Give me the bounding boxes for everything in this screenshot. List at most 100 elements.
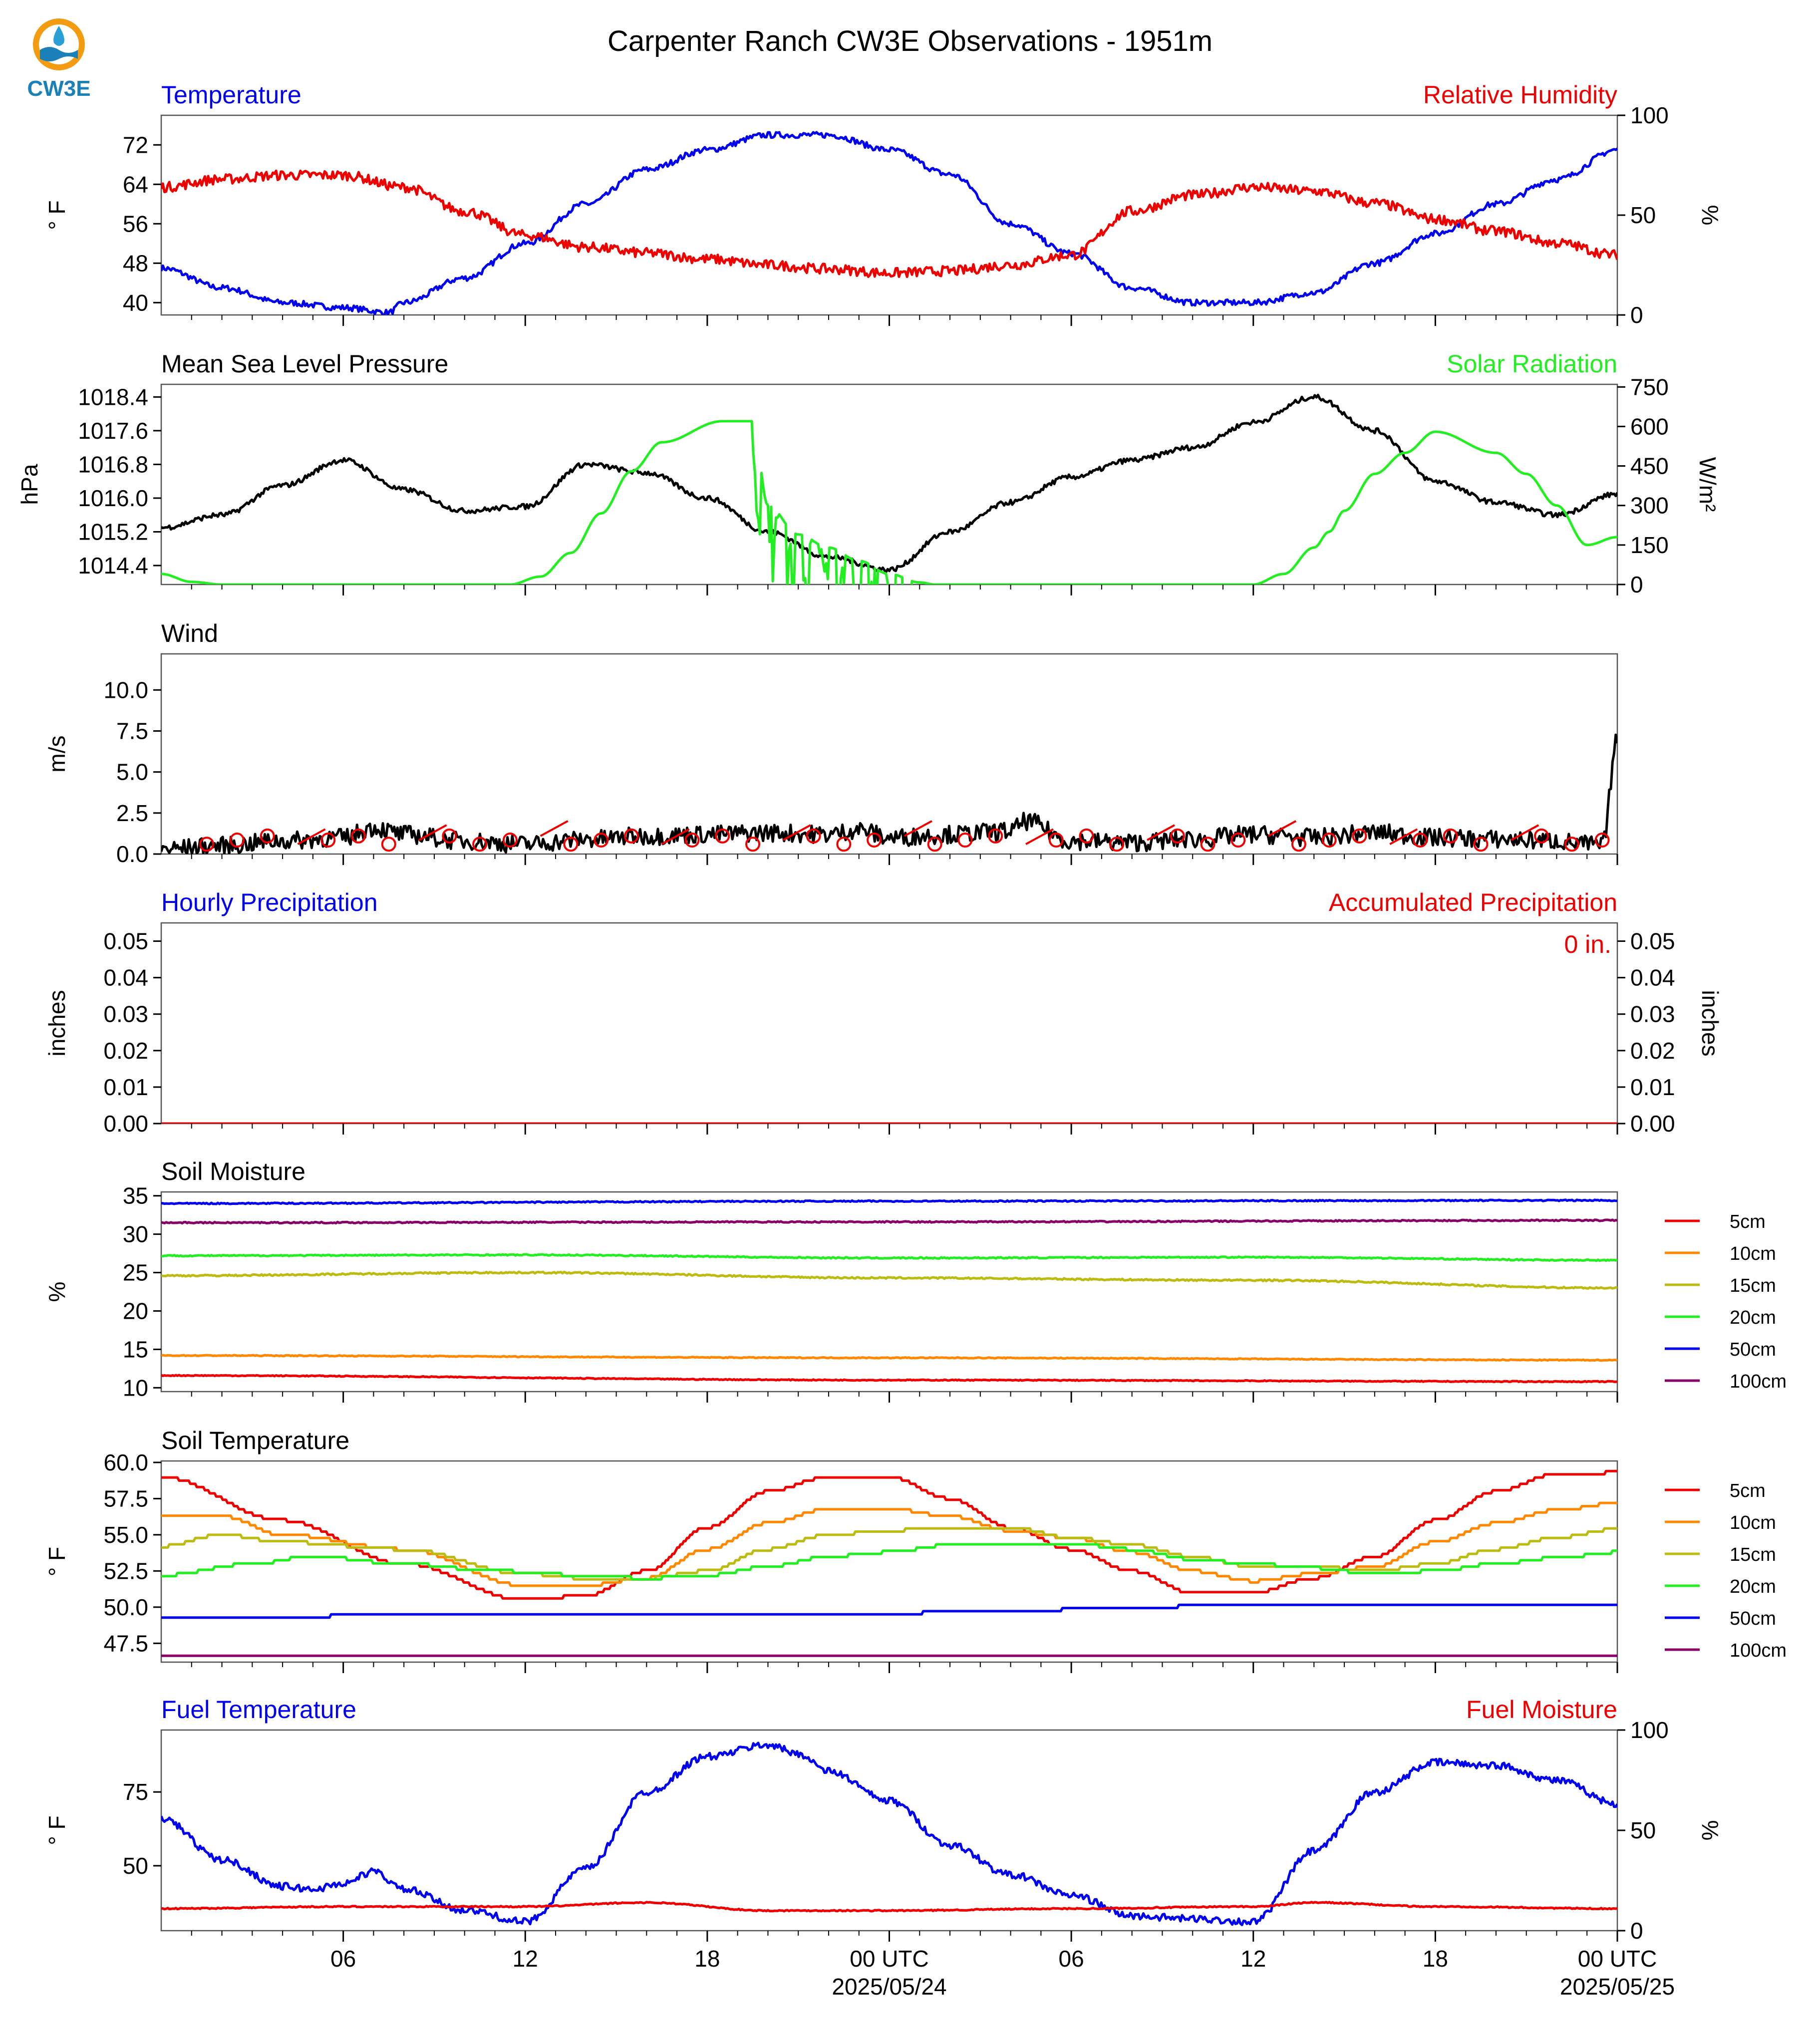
legend-label: 100cm <box>1730 1640 1787 1661</box>
series-line-1 <box>161 1901 1617 1913</box>
x-tick-label: 06 <box>330 1946 356 1972</box>
y-axis-label: inches <box>44 990 70 1057</box>
series-line-0 <box>161 733 1617 854</box>
wind-calm-circle <box>1473 837 1489 852</box>
wind-calm-circle <box>1079 828 1094 844</box>
wind-calm-circle <box>745 837 761 852</box>
legend-label: 20cm <box>1730 1307 1776 1328</box>
series-line-0 <box>161 393 1617 574</box>
legend-label: 20cm <box>1730 1576 1776 1597</box>
wind-barb <box>1511 824 1539 841</box>
wind-calm-circle <box>806 828 821 844</box>
panel-soil-moisture: Soil Moisture 10 15 20 25 30 35% 5cm 10cm 15cm 20c… <box>44 1158 1787 1403</box>
y-tick-label: 64 <box>123 171 148 197</box>
y-tick-label: 48 <box>123 250 148 276</box>
panel-mean-sea-level-pressure: Mean Sea Level Pressure Solar Radiation 10… <box>16 350 1721 597</box>
series-line-0 <box>161 131 1617 315</box>
legend-label: 50cm <box>1730 1608 1776 1629</box>
panel-title-right: Accumulated Precipitation <box>1329 888 1617 916</box>
y-right-axis-label: W/m² <box>1695 457 1721 512</box>
y-right-tick-label: 0 <box>1630 302 1643 328</box>
x-tick-label: 00 UTC <box>850 1946 928 1972</box>
y-tick-label: 15 <box>123 1336 148 1362</box>
y-tick-label: 30 <box>123 1221 148 1247</box>
series-line-10cm <box>161 1354 1617 1362</box>
series-group <box>161 1198 1617 1384</box>
legend-label: 10cm <box>1730 1512 1776 1533</box>
y-tick-label: 1014.4 <box>78 553 148 579</box>
wind-calm-circle <box>320 833 336 848</box>
y-tick-label: 50.0 <box>103 1594 148 1620</box>
y-tick-label: 1017.6 <box>78 418 148 444</box>
logo-waves <box>40 47 78 61</box>
y-tick-label: 10.0 <box>103 677 148 703</box>
y-right-tick-label: 0.01 <box>1630 1074 1675 1100</box>
precip-annotation: 0 in. <box>1564 930 1611 958</box>
y-right-tick-label: 50 <box>1630 202 1656 228</box>
y-tick-label: 0.04 <box>103 965 148 991</box>
y-tick-label: 1015.2 <box>78 519 148 545</box>
legend-label: 5cm <box>1730 1211 1766 1232</box>
series-line-20cm <box>161 1543 1617 1581</box>
legend: 5cm 10cm 15cm 20cm 50cm 100cm <box>1665 1480 1787 1661</box>
y-right-tick-label: 600 <box>1630 413 1669 439</box>
x-tick-date-label: 2025/05/25 <box>1560 1974 1675 2000</box>
y-tick-label: 7.5 <box>116 718 148 744</box>
y-tick-label: 40 <box>123 290 148 315</box>
wind-barb <box>661 828 690 846</box>
y-tick-label: 57.5 <box>103 1485 148 1511</box>
wind-calm-circle <box>1170 828 1185 844</box>
y-tick-label: 56 <box>123 211 148 237</box>
y-tick-label: 35 <box>123 1183 148 1209</box>
y-tick-label: 1016.0 <box>78 485 148 511</box>
series-line-5cm <box>161 1374 1617 1384</box>
logo-drop-icon <box>53 26 64 46</box>
y-tick-label: 0.01 <box>103 1074 148 1100</box>
wind-calm-circle <box>1200 837 1215 852</box>
y-right-tick-label: 150 <box>1630 532 1669 558</box>
y-axis-label: % <box>44 1282 70 1302</box>
panel-wind: Wind 0.0 2.5 5.0 7.5 10.0 m/s <box>44 619 1618 867</box>
wind-barb <box>418 824 447 841</box>
panel-title-right: Solar Radiation <box>1447 350 1617 378</box>
wind-calm-circle <box>1534 828 1549 844</box>
y-right-tick-label: 0.00 <box>1630 1111 1675 1137</box>
y-tick-label: 0.00 <box>103 1111 148 1137</box>
series-group <box>161 131 1617 315</box>
wind-calm-circle <box>1443 828 1458 844</box>
panel-title-left: Mean Sea Level Pressure <box>161 350 448 378</box>
wind-calm-circle <box>1230 833 1246 848</box>
wind-calm-circle <box>684 833 700 848</box>
wind-calm-circle <box>1048 833 1064 848</box>
y-right-axis-label: % <box>1697 205 1723 226</box>
series-line-15cm <box>161 1527 1617 1581</box>
y-right-tick-label: 0.05 <box>1630 928 1675 954</box>
wind-barb <box>782 824 811 841</box>
panel-title-left: Hourly Precipitation <box>161 888 378 916</box>
series-line-1 <box>161 420 1617 584</box>
wind-calm-circle <box>1291 837 1306 852</box>
series-line-50cm <box>161 1198 1617 1205</box>
y-tick-label: 10 <box>123 1375 148 1401</box>
legend-label: 10cm <box>1730 1243 1776 1264</box>
y-tick-label: 0.03 <box>103 1001 148 1027</box>
y-tick-label: 52.5 <box>103 1558 148 1584</box>
y-axis-label: m/s <box>44 735 70 772</box>
wind-calm-circle <box>836 837 852 852</box>
panel-title-right: Relative Humidity <box>1423 81 1617 109</box>
y-tick-label: 75 <box>123 1779 148 1805</box>
y-right-tick-label: 450 <box>1630 453 1669 479</box>
y-right-tick-label: 0.02 <box>1630 1038 1675 1064</box>
panel-title-left: Wind <box>161 619 218 647</box>
y-tick-label: 25 <box>123 1260 148 1286</box>
series-group <box>161 733 1617 854</box>
wind-calm-circle <box>502 833 518 848</box>
y-axis-label: ° F <box>44 200 70 230</box>
wind-calm-circle <box>927 837 942 852</box>
legend: 5cm 10cm 15cm 20cm 50cm 100cm <box>1665 1211 1787 1392</box>
y-tick-label: 55.0 <box>103 1522 148 1548</box>
panel-title-right: Fuel Moisture <box>1466 1696 1617 1724</box>
wind-barb <box>904 820 932 837</box>
